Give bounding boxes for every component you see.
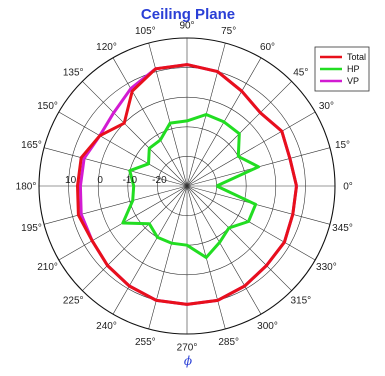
angle-gridline-8 <box>112 57 188 187</box>
angle-tick-label-45: 45° <box>293 68 308 79</box>
angle-tick-label-105: 105° <box>135 26 156 37</box>
series-lines <box>76 63 298 306</box>
angle-tick-label-195: 195° <box>21 223 42 234</box>
x-axis-label: ϕ <box>184 354 192 368</box>
angle-tick-label-90: 90° <box>179 21 194 32</box>
polar-grid <box>38 37 336 335</box>
radial-gridline-0 <box>157 156 217 216</box>
outer-ring <box>38 37 336 335</box>
angle-tick-label-165: 165° <box>21 140 42 151</box>
angle-gridline-2 <box>186 111 316 187</box>
angle-tick-label-240: 240° <box>96 321 117 332</box>
radial-tick-label-3: 10 <box>65 175 77 186</box>
legend: Total HP VP <box>314 46 370 92</box>
angle-tick-label-300: 300° <box>257 321 278 332</box>
angle-gridline-16 <box>112 185 188 315</box>
legend-label-vp: VP <box>347 76 359 86</box>
angle-gridline-20 <box>186 185 262 315</box>
radial-tick-labels: -20 -10 0 10 <box>65 175 167 186</box>
angle-gridline-15 <box>82 185 188 291</box>
angle-gridline-23 <box>186 185 331 225</box>
angle-tick-label-285: 285° <box>218 337 239 348</box>
radial-tick-label-0: -20 <box>152 175 167 186</box>
angle-tick-label-225: 225° <box>63 295 84 306</box>
angle-tick-label-180: 180° <box>16 182 37 193</box>
angle-tick-label-315: 315° <box>290 295 311 306</box>
chart-title: Ceiling Plane <box>141 6 235 23</box>
angle-tick-label-345: 345° <box>332 223 353 234</box>
angle-tick-label-270: 270° <box>177 343 198 354</box>
angle-tick-label-60: 60° <box>260 42 275 53</box>
angle-gridline-11 <box>43 147 188 187</box>
angle-tick-label-150: 150° <box>37 101 58 112</box>
angle-gridline-21 <box>186 185 292 291</box>
radial-tick-label-1: -10 <box>123 175 138 186</box>
angle-gridline-13 <box>43 185 188 225</box>
angle-gridline-10 <box>58 111 188 187</box>
angle-gridline-7 <box>148 42 188 187</box>
legend-label-total: Total <box>347 52 366 62</box>
angle-tick-label-120: 120° <box>96 42 117 53</box>
series-line-hp <box>121 113 260 259</box>
radial-tick-label-2: 0 <box>97 175 103 186</box>
angle-tick-label-15: 15° <box>335 140 350 151</box>
angle-gridline-22 <box>186 185 316 261</box>
angle-tick-label-135: 135° <box>63 68 84 79</box>
angle-tick-label-255: 255° <box>135 337 156 348</box>
radial-gridline-2 <box>97 96 277 276</box>
angle-tick-label-0: 0° <box>343 182 353 193</box>
angle-tick-label-30: 30° <box>319 101 334 112</box>
angle-tick-label-330: 330° <box>316 262 337 273</box>
series-line-total <box>76 63 298 306</box>
angle-tick-label-210: 210° <box>37 262 58 273</box>
legend-label-hp: HP <box>347 64 360 74</box>
angle-tick-labels: 0° 15° 30° 45° 60° 75° 90° 105° 120° 135° 150° 165°… <box>16 21 353 354</box>
angle-gridline-9 <box>82 81 188 187</box>
angle-gridline-17 <box>148 185 188 330</box>
angle-tick-label-75: 75° <box>221 26 236 37</box>
